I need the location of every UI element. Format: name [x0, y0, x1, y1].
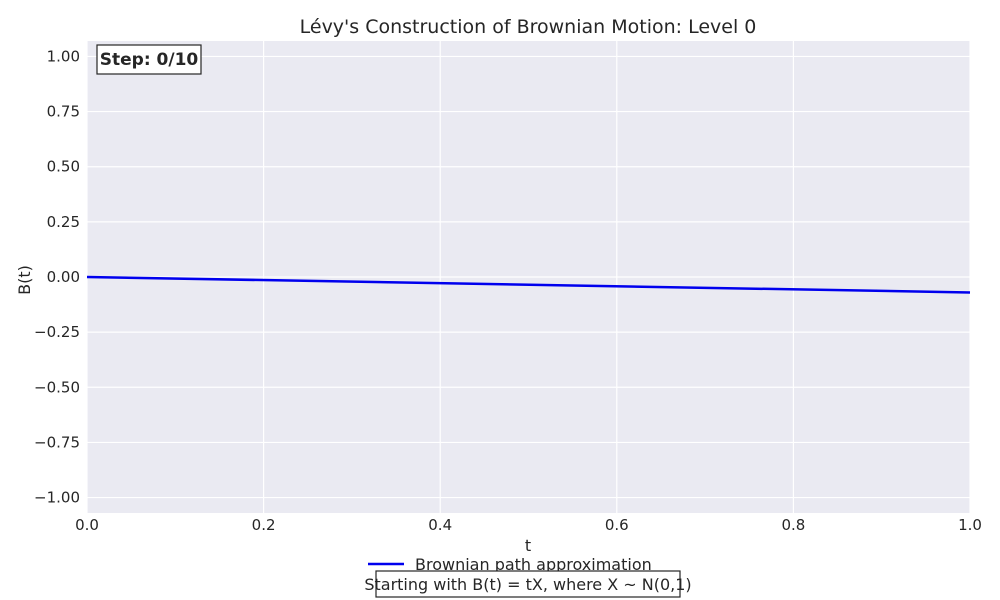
- x-tick-label: 0.0: [75, 516, 99, 534]
- legend: Brownian path approximation: [368, 555, 652, 574]
- y-tick-label: 0.25: [47, 213, 80, 231]
- x-tick-label: 0.6: [605, 516, 629, 534]
- caption-label: Starting with B(t) = tX, where X ~ N(0,1…: [364, 575, 691, 594]
- step-label: Step: 0/10: [100, 50, 199, 70]
- x-tick-label: 1.0: [958, 516, 982, 534]
- y-tick-label: 1.00: [47, 47, 80, 65]
- x-tick-label: 0.2: [252, 516, 276, 534]
- caption-box: [375, 570, 681, 598]
- y-tick-label: 0.00: [47, 268, 80, 286]
- y-tick-label: 0.50: [47, 158, 80, 176]
- x-axis-ticks: 0.0 0.2 0.4 0.6 0.8 1.0: [75, 516, 982, 534]
- chart-title: Lévy's Construction of Brownian Motion: …: [300, 16, 757, 38]
- series-line: [86, 275, 971, 294]
- y-axis-label: B(t): [15, 265, 34, 295]
- series-layer: [86, 275, 971, 294]
- step-box: [96, 44, 202, 75]
- y-tick-label: −0.25: [34, 323, 80, 341]
- x-tick-label: 0.8: [781, 516, 805, 534]
- x-axis-label: t: [525, 536, 531, 555]
- legend-label: Brownian path approximation: [415, 555, 652, 574]
- step-annotation: Step: 0/10: [96, 44, 202, 75]
- y-tick-label: −0.50: [34, 378, 80, 396]
- caption-annotation: Starting with B(t) = tX, where X ~ N(0,1…: [364, 570, 692, 598]
- y-tick-label: −0.75: [34, 433, 80, 451]
- y-axis-ticks: 1.00 0.75 0.50 0.25 0.00 −0.25 −0.50 −0.75 −1.00: [34, 47, 80, 506]
- y-tick-label: −1.00: [34, 489, 80, 507]
- x-tick-label: 0.4: [428, 516, 452, 534]
- y-tick-label: 0.75: [47, 103, 80, 121]
- grid: [86, 41, 971, 513]
